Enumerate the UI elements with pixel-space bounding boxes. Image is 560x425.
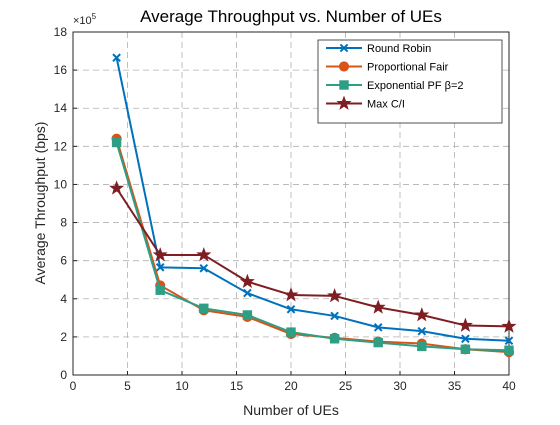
data-point bbox=[373, 323, 383, 332]
data-point bbox=[155, 285, 165, 295]
y-tick-label: 18 bbox=[54, 25, 68, 39]
y-tick-label: 6 bbox=[60, 254, 67, 268]
data-point bbox=[330, 311, 339, 321]
data-point bbox=[501, 318, 517, 333]
series-1 bbox=[112, 53, 514, 346]
axis-ticks: 0 5 10 15 20 25 30 35 40 0 2 4 6 8 10 12 14 16 18 bbox=[54, 25, 516, 393]
y-tick-label: 10 bbox=[54, 177, 68, 191]
series-line bbox=[115, 138, 510, 354]
y-axis-exponent-power: 5 bbox=[92, 12, 97, 21]
series-line bbox=[115, 142, 510, 352]
y-tick-label: 0 bbox=[60, 368, 67, 382]
legend-label: Exponential PF β=2 bbox=[367, 80, 464, 92]
series-group bbox=[109, 53, 517, 358]
legend-marker bbox=[339, 80, 349, 90]
data-point bbox=[199, 303, 209, 314]
data-point bbox=[504, 336, 514, 346]
x-tick-label: 0 bbox=[70, 379, 77, 393]
series-4 bbox=[109, 180, 517, 333]
data-point bbox=[504, 345, 514, 355]
data-point bbox=[417, 326, 427, 336]
data-point bbox=[152, 247, 168, 262]
legend-label: Round Robin bbox=[367, 43, 431, 55]
data-point bbox=[460, 344, 471, 354]
data-point bbox=[155, 263, 165, 272]
y-tick-label: 14 bbox=[54, 101, 68, 115]
data-point bbox=[286, 304, 296, 314]
y-tick-label: 8 bbox=[60, 216, 67, 230]
y-axis-exponent: ×105 bbox=[73, 12, 97, 27]
legend-marker bbox=[339, 43, 349, 53]
legend-entry: Proportional Fair bbox=[326, 61, 449, 74]
x-tick-label: 10 bbox=[175, 379, 189, 393]
data-point bbox=[414, 307, 430, 322]
y-tick-label: 4 bbox=[60, 292, 67, 306]
data-point bbox=[457, 317, 473, 332]
x-axis-label: Number of UEs bbox=[243, 402, 339, 418]
legend-entry: Exponential PF β=2 bbox=[326, 80, 464, 92]
data-point bbox=[199, 263, 209, 273]
legend-marker bbox=[338, 61, 350, 72]
legend-label: Max C/I bbox=[367, 99, 405, 111]
x-tick-label: 35 bbox=[448, 379, 462, 393]
x-tick-label: 5 bbox=[124, 379, 131, 393]
legend-label: Proportional Fair bbox=[367, 62, 449, 74]
x-tick-label: 20 bbox=[284, 379, 298, 393]
legend-entry: Max C/I bbox=[326, 95, 405, 111]
data-point bbox=[243, 288, 252, 298]
data-point bbox=[370, 299, 386, 314]
legend-marker bbox=[336, 95, 352, 110]
y-tick-label: 12 bbox=[54, 139, 68, 153]
series-3 bbox=[111, 137, 514, 355]
y-axis-label: Average Throughput (bps) bbox=[32, 122, 48, 285]
data-point bbox=[242, 310, 253, 320]
data-point bbox=[112, 53, 121, 63]
data-point bbox=[327, 288, 343, 303]
series-line bbox=[115, 57, 510, 342]
y-tick-label: 16 bbox=[54, 63, 68, 77]
data-point bbox=[329, 334, 340, 344]
data-point bbox=[417, 341, 427, 352]
data-point bbox=[373, 337, 383, 348]
y-tick-label: 2 bbox=[60, 330, 67, 344]
data-point bbox=[109, 180, 125, 195]
data-point bbox=[283, 287, 299, 302]
legend: Round Robin Proportional Fair Exponential … bbox=[317, 39, 503, 124]
data-point bbox=[286, 327, 296, 337]
chart-title: Average Throughput vs. Number of UEs bbox=[140, 7, 442, 26]
series-line bbox=[115, 187, 510, 328]
data-point bbox=[461, 334, 470, 344]
x-tick-label: 15 bbox=[230, 379, 244, 393]
x-tick-label: 40 bbox=[502, 379, 516, 393]
data-point bbox=[196, 247, 212, 262]
data-point bbox=[239, 273, 255, 288]
x-tick-label: 30 bbox=[393, 379, 407, 393]
data-point bbox=[111, 137, 122, 148]
x-tick-label: 25 bbox=[339, 379, 353, 393]
legend-entry: Round Robin bbox=[326, 43, 431, 55]
